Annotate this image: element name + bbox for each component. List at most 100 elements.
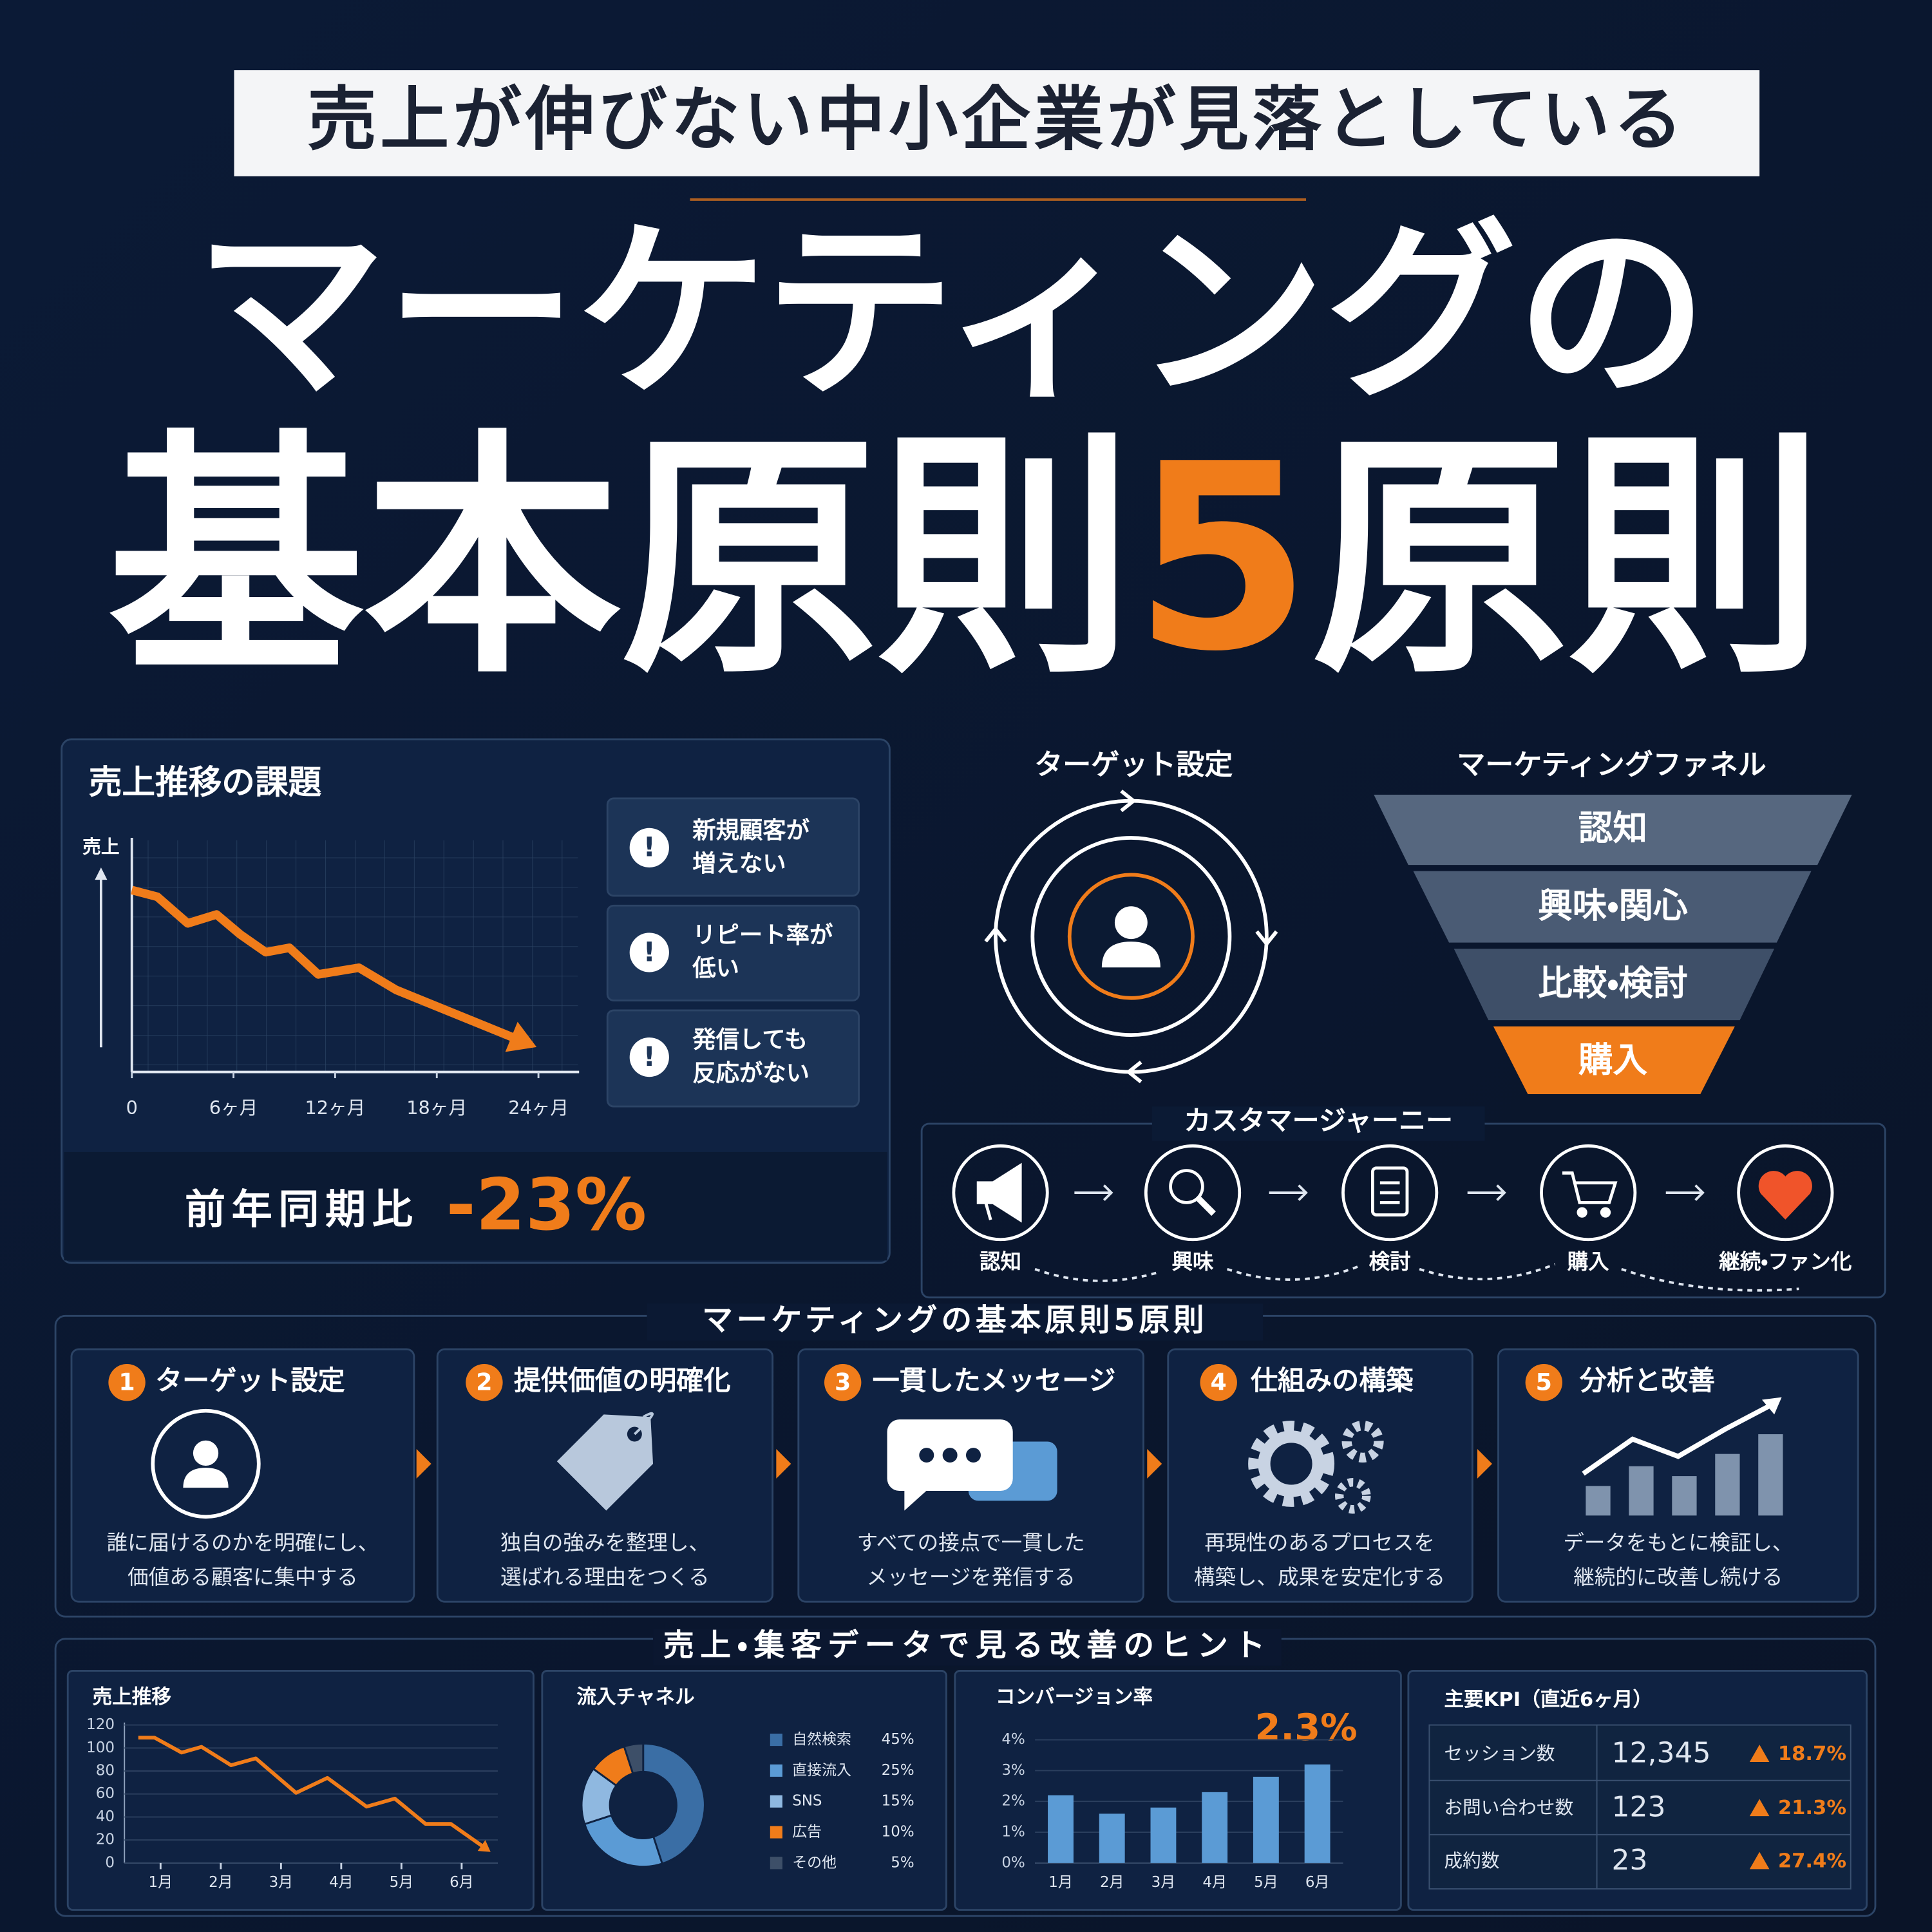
x-tick-label: 6月 [1305, 1874, 1330, 1891]
ring-arrow [984, 926, 1007, 943]
journey-circle [1341, 1144, 1439, 1242]
gear-small [1341, 1420, 1384, 1463]
legend-label: 自然検索 [792, 1731, 851, 1748]
donut-segment [583, 1814, 664, 1868]
bar [1304, 1764, 1331, 1863]
y-axis-label: 売上 [82, 835, 119, 857]
issue-text: 新規顧客が [692, 816, 810, 844]
x-tick-label: 5月 [1254, 1874, 1278, 1891]
principle-title: 一貫したメッセージ [873, 1365, 1116, 1396]
funnel-label: 認知 [1578, 808, 1647, 848]
principle-card [1497, 1348, 1859, 1603]
journey-circle [952, 1144, 1049, 1242]
principle-card [70, 1348, 415, 1603]
bubble-dot [942, 1448, 958, 1463]
journey-flow [1621, 1267, 1799, 1292]
issue-text: 増えない [692, 849, 786, 877]
y-tick-label: 120 [86, 1716, 115, 1733]
principle-number: 3 [835, 1368, 851, 1396]
bar [1202, 1792, 1228, 1863]
card-chevron [1477, 1449, 1492, 1479]
principle-number: 5 [1536, 1368, 1552, 1396]
principle-title: 提供価値の明確化 [514, 1365, 731, 1396]
number-badge [1200, 1363, 1237, 1401]
bubble-dot [966, 1448, 981, 1463]
funnel-label: 購入 [1578, 1039, 1648, 1080]
y-tick-label: 0 [105, 1854, 115, 1871]
value-label: 25% [882, 1762, 914, 1779]
x-tick-label: 6ヶ月 [209, 1097, 258, 1119]
main-title-line1: マーケティングの [195, 202, 1708, 424]
y-tick-label: 2% [1001, 1793, 1025, 1810]
magnifier-icon [1169, 1169, 1204, 1204]
principle-title: ターゲット設定 [155, 1365, 345, 1396]
legend-swatch [770, 1857, 782, 1870]
journey-circle [1144, 1144, 1242, 1242]
kpi-value: 12,345 [1612, 1736, 1711, 1769]
principle-desc: 誰に届けるのかを明確にし、 [107, 1530, 379, 1555]
number-badge [824, 1363, 862, 1401]
heart-icon [1758, 1171, 1812, 1220]
funnel-stage [1413, 871, 1812, 943]
bar [1150, 1807, 1177, 1863]
principle-desc: メッセージを発信する [866, 1565, 1075, 1589]
chart-title: 流入チャネル [576, 1686, 694, 1709]
x-tick-label: 2月 [209, 1874, 233, 1891]
kpi-up-icon [1749, 1745, 1770, 1762]
legend-label: その他 [792, 1854, 837, 1871]
chart-title: コンバージョン率 [996, 1686, 1153, 1709]
journey-step: 興味 [1172, 1249, 1215, 1274]
x-tick-label: 1月 [149, 1874, 173, 1891]
x-tick-label: 0 [126, 1097, 138, 1119]
kpi-table [1428, 1724, 1852, 1889]
number-badge [466, 1363, 503, 1401]
principle-title: 分析と改善 [1579, 1365, 1715, 1396]
y-tick-label: 1% [1001, 1824, 1025, 1841]
growth-trend [1582, 1402, 1774, 1476]
data-section-title: 売上・集客データで見る改善のヒント [663, 1628, 1271, 1663]
funnel-label: 興味・関心 [1538, 886, 1688, 926]
kpi-up-icon [1749, 1799, 1770, 1817]
clipboard-icon [1370, 1166, 1409, 1217]
issue-icon-mark: ! [643, 831, 656, 863]
legend-swatch [770, 1826, 782, 1839]
value-label: 15% [882, 1793, 914, 1810]
issue-icon [629, 828, 669, 867]
journey-step: 検討 [1369, 1249, 1411, 1274]
issue-icon [629, 933, 669, 972]
comparison-strip [64, 1151, 887, 1261]
journey-flow [1034, 1267, 1161, 1282]
line [138, 1736, 486, 1850]
issue-box [606, 797, 860, 897]
y-tick-label: 3% [1001, 1762, 1025, 1779]
journey-title: カスタマージャーニー [1184, 1104, 1453, 1136]
kpi-up-icon [1749, 1852, 1770, 1870]
card-chevron [776, 1449, 791, 1479]
subtitle-box [234, 70, 1760, 176]
y-tick-label: 20 [96, 1832, 115, 1848]
y-tick-label: 60 [96, 1785, 115, 1802]
principle-desc: 選ばれる理由をつくる [500, 1565, 710, 1589]
bar [1099, 1814, 1125, 1863]
target-icon-ring [151, 1408, 261, 1519]
y-tick-label: 40 [96, 1808, 115, 1825]
principle-descriptions: 誰に届けるのかを明確にし、 価値ある顧客に集中する 独自の強みを整理し、 選ばれ… [107, 1530, 1794, 1589]
line [131, 886, 524, 1045]
legend-label: SNS [792, 1793, 822, 1810]
journey-circle [1540, 1144, 1637, 1242]
tag-string [634, 1412, 654, 1435]
ring-arrow [1125, 1060, 1142, 1084]
ring-arrow [1255, 930, 1278, 947]
chart-title: 売上推移 [92, 1686, 171, 1709]
title-part: 基本原則 [108, 409, 1133, 707]
issue-text: 低い [692, 954, 739, 982]
principle-number: 2 [476, 1368, 492, 1396]
data-title-bg [653, 1629, 1282, 1666]
x-tick-label: 2月 [1100, 1874, 1124, 1891]
value-label: 10% [882, 1824, 914, 1841]
issue-list: ! 新規顧客が 増えない ! リピート率が 低い ! 発信しても 反応がない [606, 797, 860, 1108]
funnel-stage [1374, 795, 1852, 866]
title-number: 5 [1133, 409, 1311, 707]
